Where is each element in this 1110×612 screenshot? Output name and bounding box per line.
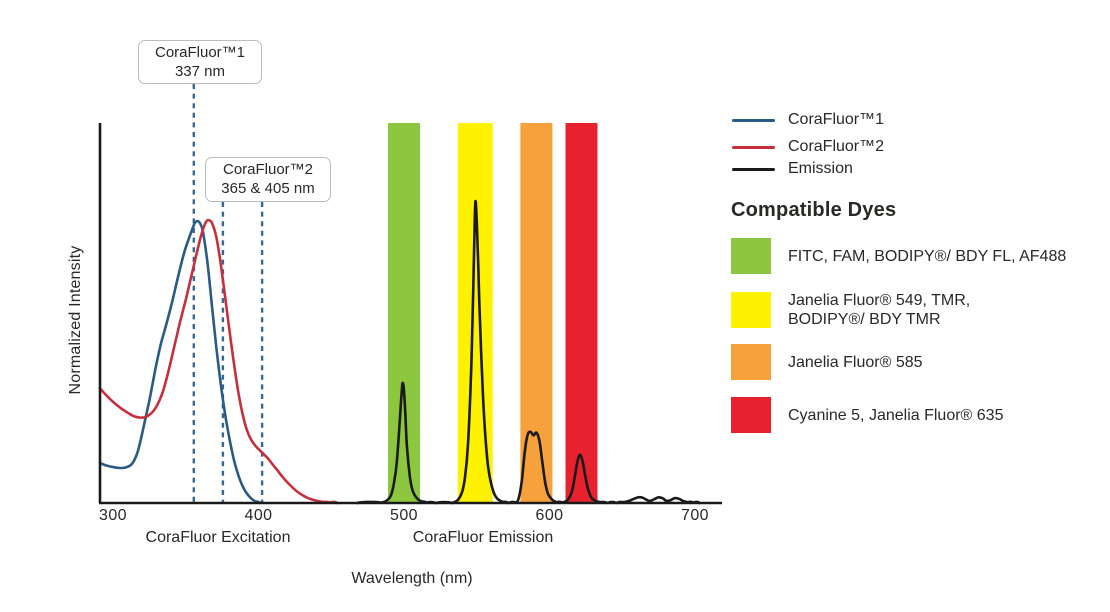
legend-item-emission: Emission [732,159,853,179]
legend-line-swatch-blue [732,118,775,122]
compatible-dyes-heading: Compatible Dyes [731,199,897,221]
emission-curve [356,199,701,505]
x-tick-300: 300 [99,507,127,524]
orange-dye-swatch [731,344,771,380]
x-axis-title: Wavelength (nm) [351,570,473,587]
y-axis-label: Normalized Intensity [67,245,84,395]
annotation-corafluor2-name: CoraFluor™2 [222,161,314,178]
dye-item-yellow: Janelia Fluor® 549, TMR, BODIPY®/ BDY TM… [731,291,970,329]
legend-line-swatch-black [732,167,775,171]
annotation-corafluor1-name: CoraFluor™1 [154,44,246,61]
annotation-corafluor2-wavelength: 365 & 405 nm [221,180,315,197]
legend-item-corafluor1: CoraFluor™1 [732,110,884,130]
x-tick-400: 400 [244,507,273,524]
dye-label: Janelia Fluor® 585 [788,353,923,371]
dye-label: FITC, FAM, BODIPY®/ BDY FL, AF488 [788,247,1067,265]
legend-item-corafluor2: CoraFluor™2 [732,137,884,157]
dye-label: Cyanine 5, Janelia Fluor® 635 [788,406,1004,424]
annotation-corafluor2: CoraFluor™2 365 & 405 nm [205,157,331,202]
dye-item-red: Cyanine 5, Janelia Fluor® 635 [731,397,1003,433]
green-filter-band [388,123,420,502]
dye-label: Janelia Fluor® 549, TMR, BODIPY®/ BDY TM… [788,292,971,328]
legend-line-swatch-red [732,145,775,149]
yellow-filter-band [457,123,493,502]
corafluor1-excitation-curve [98,219,262,505]
x-tick-600: 600 [535,507,564,524]
x-section-label-excitation: CoraFluor Excitation [145,529,291,546]
dye-item-orange: Janelia Fluor® 585 [731,344,923,380]
corafluor2-excitation-curve [98,218,339,505]
x-section-label-emission: CoraFluor Emission [412,529,554,546]
annotation-corafluor1-wavelength: 337 nm [174,63,226,80]
legend-label: CoraFluor™2 [788,138,885,155]
dye-item-green: FITC, FAM, BODIPY®/ BDY FL, AF488 [731,238,1066,274]
legend-label: CoraFluor™1 [788,111,885,128]
legend-label: Emission [788,160,853,177]
red-dye-swatch [731,397,771,433]
annotation-corafluor1: CoraFluor™1 337 nm [138,40,262,84]
green-dye-swatch [731,238,771,274]
yellow-dye-swatch [731,292,771,328]
x-tick-500: 500 [390,507,418,524]
x-tick-700: 700 [681,507,709,524]
red-filter-band [565,123,598,502]
legend: CoraFluor™1 CoraFluor™2 Emission [732,110,1092,195]
